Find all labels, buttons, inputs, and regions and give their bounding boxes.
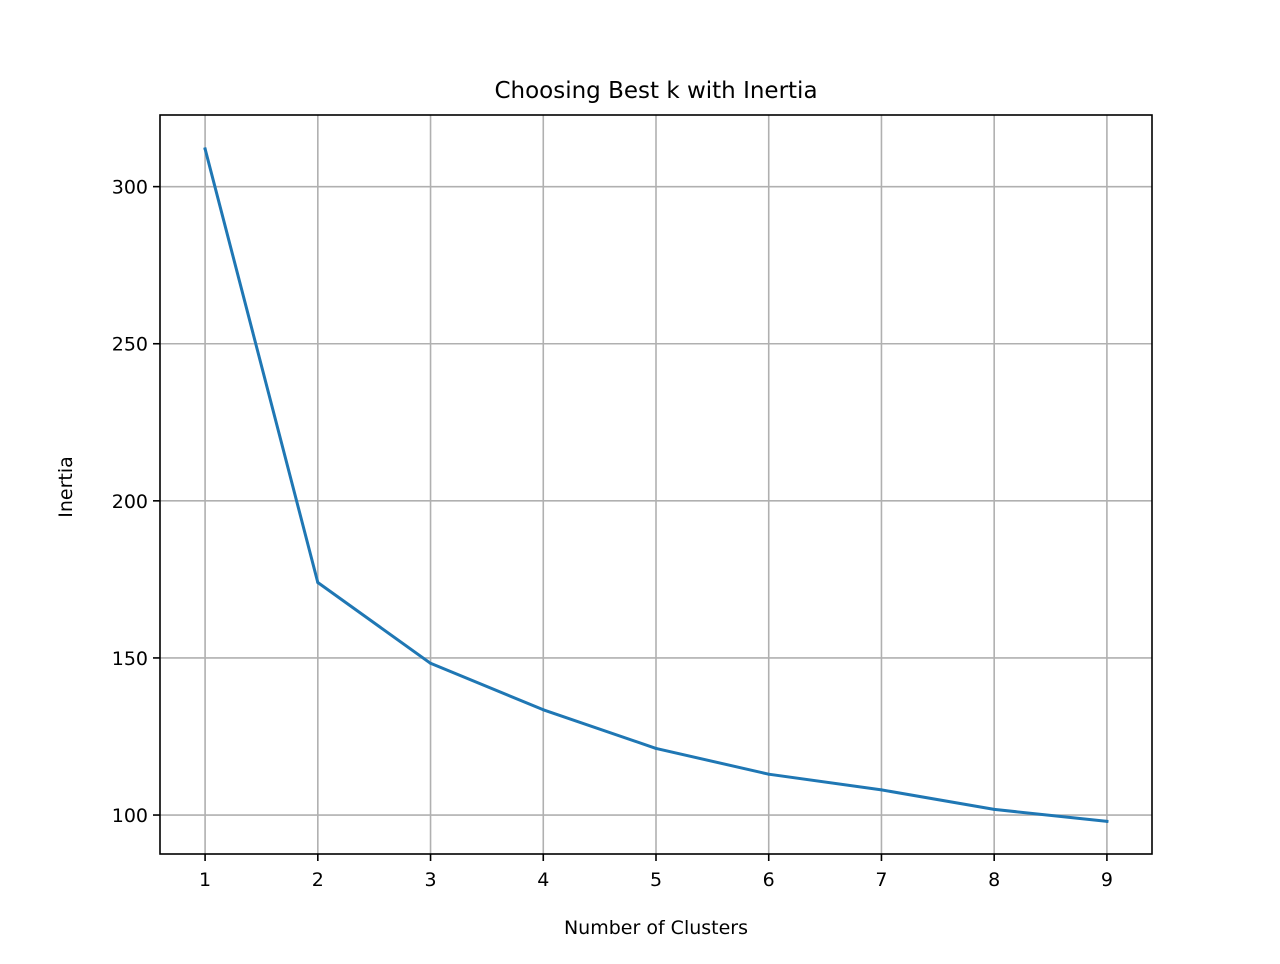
data-point: [316, 581, 320, 585]
data-point: [654, 746, 658, 750]
x-tick-label: 6: [763, 869, 775, 891]
y-tick-label: 200: [112, 491, 148, 513]
x-tick-label: 5: [650, 869, 662, 891]
y-tick-label: 300: [112, 177, 148, 199]
y-tick-label: 100: [112, 805, 148, 827]
x-tick-label: 2: [312, 869, 324, 891]
y-tick-label: 150: [112, 648, 148, 670]
data-point: [203, 147, 207, 151]
tick-layer: 1 2 3 4 5 6 7 8 9 100 150 200 250 300: [112, 177, 1113, 891]
data-point: [1105, 819, 1109, 823]
x-tick-label: 8: [988, 869, 1000, 891]
data-point: [992, 807, 996, 811]
data-point: [879, 788, 883, 792]
x-axis-label: Number of Clusters: [564, 917, 748, 939]
y-axis-label: Inertia: [55, 456, 77, 518]
data-point: [767, 772, 771, 776]
x-tick-label: 4: [537, 869, 549, 891]
y-tick-label: 250: [112, 334, 148, 356]
x-tick-label: 7: [875, 869, 887, 891]
chart-title: Choosing Best k with Inertia: [494, 78, 817, 104]
data-point: [429, 661, 433, 665]
x-tick-label: 1: [199, 869, 211, 891]
data-point: [541, 708, 545, 712]
grid-layer: [160, 115, 1152, 854]
series-layer: [203, 147, 1109, 823]
x-tick-label: 9: [1101, 869, 1113, 891]
x-tick-label: 3: [424, 869, 436, 891]
